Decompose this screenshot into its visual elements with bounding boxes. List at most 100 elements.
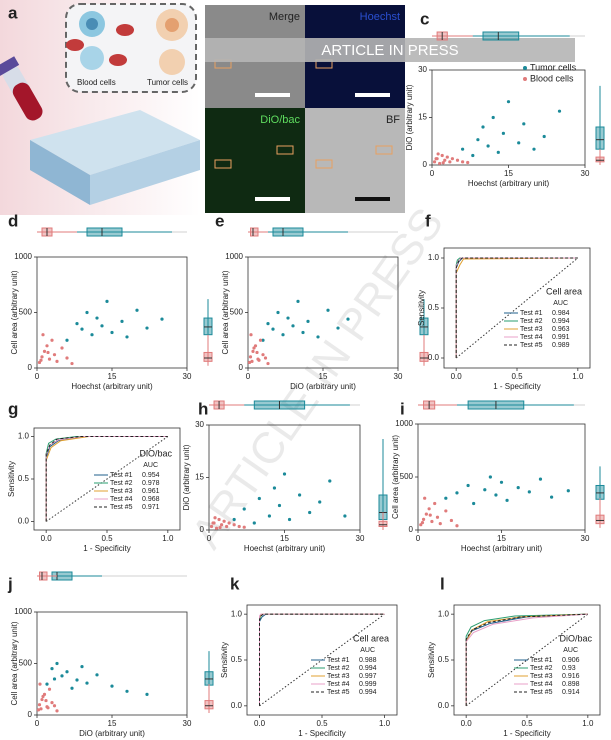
point (428, 513, 432, 517)
point (472, 501, 476, 506)
point (448, 160, 452, 164)
banner-text: ARTICLE IN PRESS (321, 42, 458, 59)
x-tick-label: 0 (246, 372, 251, 381)
legend-title: Cell area (546, 286, 582, 296)
box (204, 671, 214, 686)
point (145, 326, 149, 330)
point (505, 498, 509, 502)
y-tick-label: 1.0 (428, 253, 440, 262)
point (281, 333, 285, 337)
y-tick-label: 30 (418, 65, 427, 74)
y-tick-label: 0 (28, 710, 33, 719)
legend-label: Blood cells (530, 73, 574, 83)
panel-label: k (230, 574, 240, 593)
x-tick-label: 15 (497, 534, 506, 543)
point (499, 480, 504, 484)
panel-label: f (425, 211, 431, 230)
roc-curve (465, 613, 588, 706)
point (80, 664, 84, 669)
legend-label: Test #4 (530, 681, 553, 688)
legend-auc: 0.961 (142, 488, 160, 495)
point (37, 703, 42, 707)
point (272, 486, 277, 490)
legend-label: Test #4 (110, 496, 133, 503)
point (52, 704, 57, 708)
x-tick-label: 0 (35, 372, 40, 381)
legend-auc: 0.914 (562, 689, 580, 696)
point (455, 491, 459, 495)
x-axis-label: Hoechst (arbitrary unit) (468, 179, 550, 188)
point (39, 707, 43, 711)
caption: Tumor cells (147, 78, 188, 87)
point (42, 349, 47, 353)
legend-label: Test #3 (520, 326, 543, 333)
point (261, 353, 265, 357)
x-tick-label: 0 (35, 719, 40, 728)
x-axis-label: Hoechst (arbitrary unit) (244, 544, 326, 553)
point (218, 525, 222, 530)
point (432, 160, 437, 164)
point (488, 475, 492, 479)
point (522, 122, 526, 126)
y-axis-label: Sensitivity (427, 642, 436, 678)
y-axis-label: Cell area (arbitrary unit) (10, 621, 19, 705)
point (483, 488, 487, 492)
legend-subtitle: AUC (563, 647, 578, 654)
y-axis-label: DiO (arbitrary unit) (182, 444, 191, 510)
point (328, 479, 332, 483)
x-tick-label: 1.0 (162, 534, 174, 543)
y-tick-label: 0 (200, 525, 205, 534)
point (481, 125, 485, 129)
box (39, 571, 48, 581)
box (203, 351, 213, 362)
point (257, 496, 261, 501)
legend-label: Test #5 (110, 504, 133, 511)
point (296, 299, 300, 303)
point (438, 161, 442, 166)
point (287, 517, 292, 522)
point (443, 158, 447, 162)
point (217, 517, 221, 522)
roi (276, 145, 294, 155)
y-axis-label: Cell area (arbitrary unit) (10, 270, 19, 354)
point (261, 338, 265, 342)
point (466, 160, 470, 165)
scale-bar (255, 93, 290, 97)
point (506, 100, 511, 104)
x-tick-label: 0 (416, 534, 421, 543)
legend-label: Test #5 (327, 689, 350, 696)
point (286, 316, 290, 320)
point (45, 344, 49, 348)
roc-curve (455, 257, 578, 358)
legend-label: Test #5 (520, 342, 543, 349)
point (440, 153, 444, 158)
y-tick-label: 0.0 (231, 701, 243, 710)
panel-label: h (198, 399, 208, 418)
point (46, 350, 50, 355)
legend-title: DiO/bac (559, 633, 592, 643)
chip (30, 110, 200, 175)
x-axis-label: Hoechst (arbitrary unit) (461, 544, 543, 553)
x-tick-label: 0.0 (41, 534, 53, 543)
y-axis-label: Sensitivity (220, 642, 229, 678)
point (255, 350, 259, 355)
y-tick-label: 0.0 (18, 517, 30, 526)
point (135, 308, 139, 312)
point (466, 483, 470, 488)
point (316, 335, 320, 339)
y-tick-label: 0.5 (18, 474, 30, 483)
point (80, 327, 84, 331)
caption: Blood cells (77, 78, 116, 87)
point (306, 319, 310, 323)
point (266, 361, 270, 366)
y-tick-label: 1.0 (231, 609, 243, 618)
box (250, 227, 259, 237)
point (52, 353, 57, 357)
point (40, 355, 44, 359)
point (44, 698, 48, 703)
point (455, 524, 459, 528)
roc-curve (465, 613, 588, 706)
point (90, 333, 94, 337)
point (252, 521, 256, 525)
point (242, 507, 246, 511)
